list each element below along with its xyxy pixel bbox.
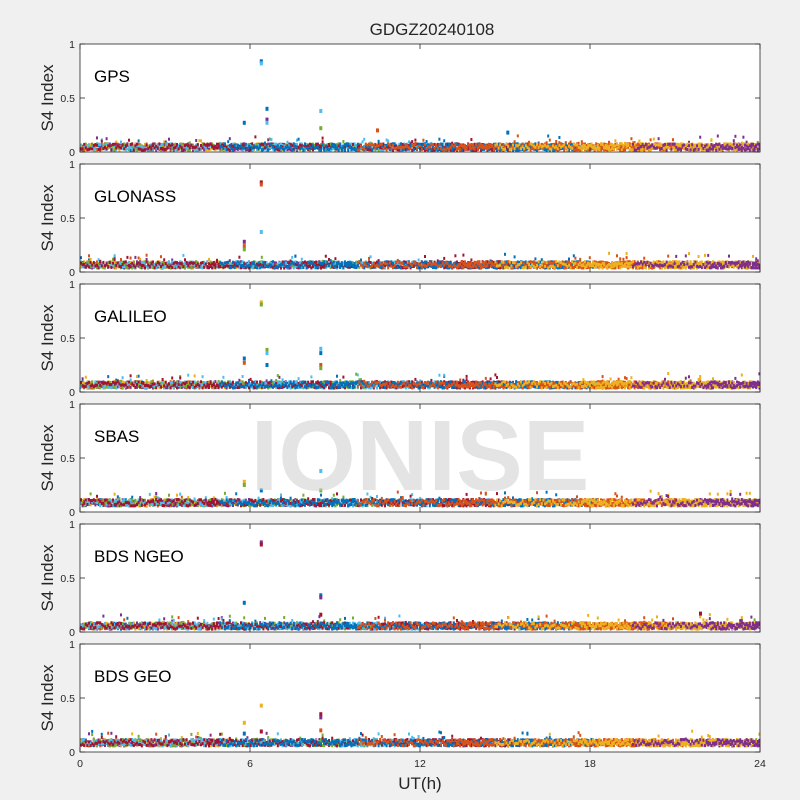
spike-point (319, 715, 322, 719)
y-tick-label: 1 (69, 159, 75, 171)
x-tick-label: 12 (414, 758, 426, 770)
x-tick-label: 0 (77, 758, 83, 770)
y-axis-label: S4 Index (38, 64, 57, 132)
y-tick-label: 0 (69, 747, 75, 759)
spike-point (260, 183, 263, 187)
spike-point (243, 483, 246, 487)
spike-point (243, 247, 246, 251)
spike-point (699, 612, 702, 616)
y-tick-label: 0.5 (60, 213, 75, 225)
panel-label: BDS NGEO (94, 547, 184, 566)
y-tick-label: 1 (69, 519, 75, 531)
watermark: IONISE (251, 400, 590, 512)
spike-point (319, 109, 322, 113)
spike-point (243, 357, 246, 361)
spike-point (243, 601, 246, 605)
y-tick-label: 0.5 (60, 93, 75, 105)
spike-point (260, 230, 263, 234)
x-tick-label: 18 (584, 758, 596, 770)
panel-label: GALILEO (94, 307, 167, 326)
x-tick-label: 6 (247, 758, 253, 770)
spike-point (260, 61, 263, 65)
spike-point (319, 347, 322, 351)
y-tick-label: 0 (69, 267, 75, 279)
spike-point (319, 728, 322, 732)
x-tick-label: 24 (754, 758, 766, 770)
spike-point (319, 126, 322, 130)
spike-point (266, 363, 269, 367)
spike-point (260, 704, 263, 708)
panel-bds-ngeo: 0 0.5 1 S4 Index BDS NGEO (38, 519, 760, 639)
spike-point (319, 595, 322, 599)
y-axis-label: S4 Index (38, 424, 57, 492)
y-axis-label: S4 Index (38, 184, 57, 252)
x-axis-label: UT(h) (398, 774, 441, 793)
panel-galileo: 0 0.5 1 S4 Index GALILEO (38, 279, 760, 399)
y-tick-label: 0 (69, 507, 75, 519)
spike-point (260, 730, 263, 734)
y-tick-label: 1 (69, 39, 75, 51)
panel-label: GPS (94, 67, 130, 86)
spike-point (260, 303, 263, 307)
plot-area (80, 284, 760, 392)
spike-point (243, 361, 246, 365)
y-tick-label: 0 (69, 147, 75, 159)
panel-glonass: 0 0.5 1 S4 Index GLONASS (38, 159, 760, 279)
y-tick-label: 1 (69, 399, 75, 411)
y-tick-label: 0.5 (60, 573, 75, 585)
y-axis-label: S4 Index (38, 304, 57, 372)
plot-area (80, 164, 760, 272)
panel-label: GLONASS (94, 187, 176, 206)
panel-label: SBAS (94, 427, 139, 446)
panel-bds-geo: 0 0.5 1 0 6 12 18 24 S4 Index BDS GEO (38, 639, 766, 770)
y-tick-label: 0.5 (60, 333, 75, 345)
y-axis-label: S4 Index (38, 544, 57, 612)
panel-label: BDS GEO (94, 667, 171, 686)
spike-point (243, 121, 246, 125)
y-tick-label: 1 (69, 639, 75, 651)
spike-point (243, 721, 246, 725)
spike-point (266, 351, 269, 355)
spike-point (319, 366, 322, 370)
panel-gps: 0 0.5 1 S4 Index GPS (38, 39, 760, 159)
y-tick-label: 1 (69, 279, 75, 291)
plot-area (80, 44, 760, 152)
y-tick-label: 0 (69, 627, 75, 639)
y-tick-label: 0 (69, 387, 75, 399)
spike-point (243, 240, 246, 244)
y-tick-label: 0.5 (60, 453, 75, 465)
spike-point (266, 121, 269, 125)
spike-point (260, 543, 263, 547)
spike-point (266, 107, 269, 111)
spike-point (506, 131, 509, 135)
y-tick-label: 0.5 (60, 693, 75, 705)
spike-point (319, 613, 322, 617)
figure-title: GDGZ20240108 (370, 20, 495, 39)
y-axis-label: S4 Index (38, 664, 57, 732)
spike-point (376, 128, 379, 132)
spike-point (319, 351, 322, 355)
spike-point (243, 732, 246, 736)
